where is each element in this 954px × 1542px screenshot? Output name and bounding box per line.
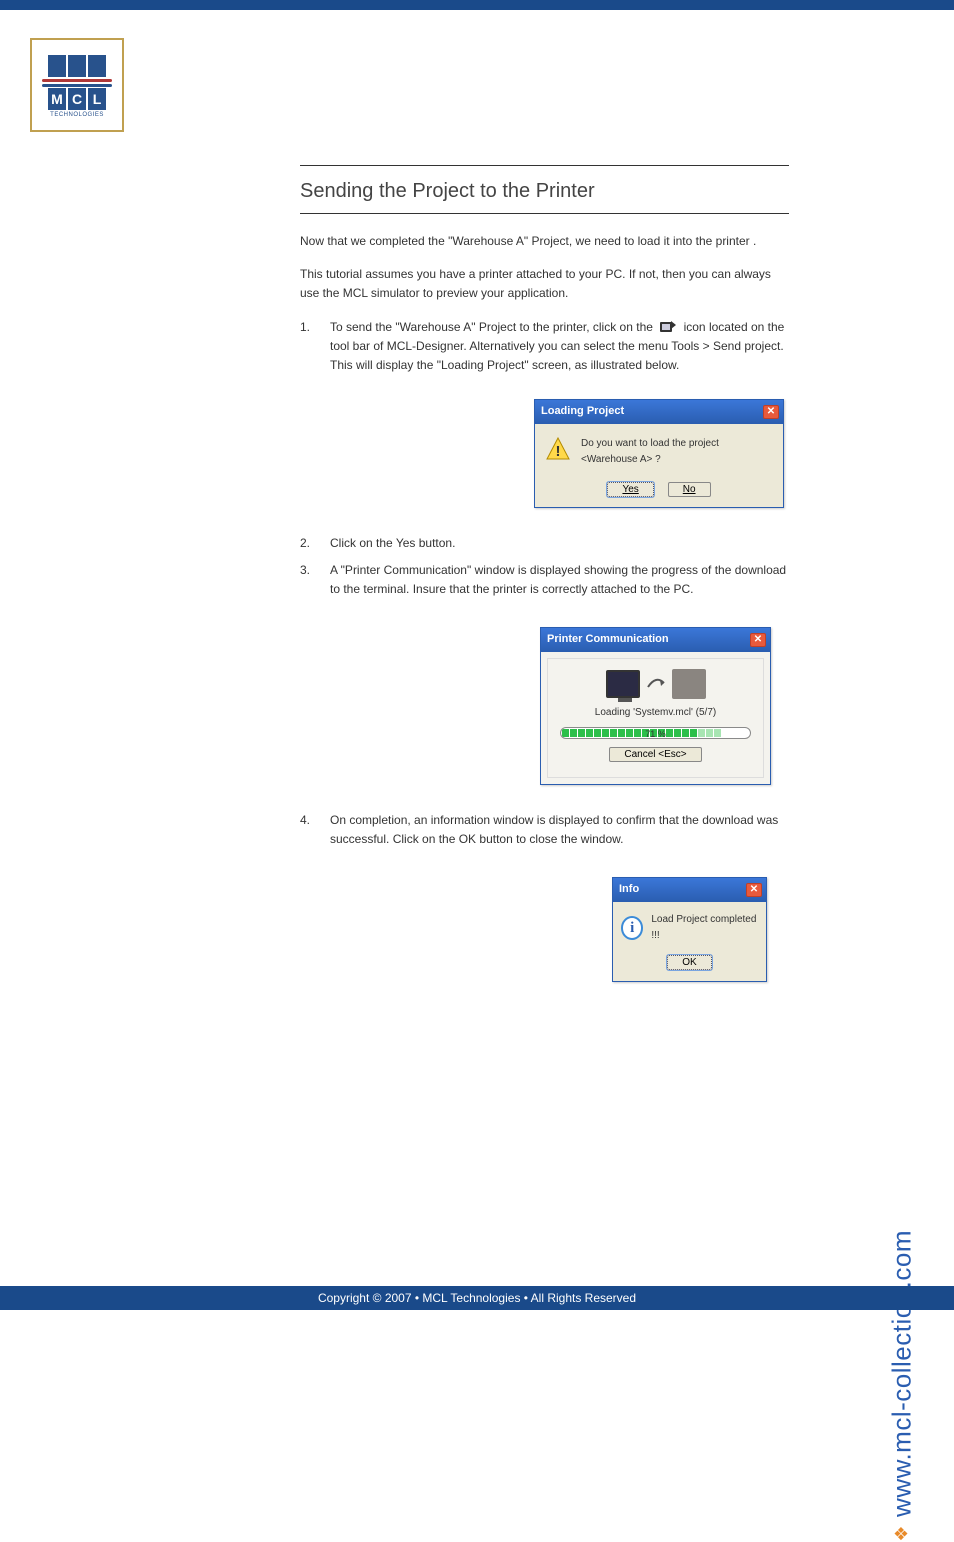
info-dialog-message: Load Project completed !!! <box>651 912 758 944</box>
step-3: 3. A "Printer Communication" window is d… <box>300 561 789 599</box>
intro-paragraph-2: This tutorial assumes you have a printer… <box>300 265 789 303</box>
step-1-text-a: To send the "Warehouse A" Project to the… <box>330 320 656 334</box>
step-number: 3. <box>300 561 318 580</box>
step-number: 4. <box>300 811 318 830</box>
send-project-icon <box>659 319 677 335</box>
logo-letter: L <box>88 88 106 110</box>
section-title: Sending the Project to the Printer <box>300 180 789 203</box>
no-button[interactable]: No <box>668 482 711 497</box>
step-2: 2. Click on the Yes button. <box>300 534 789 553</box>
warning-icon: ! <box>545 436 571 462</box>
dialog-titlebar: Loading Project ✕ <box>535 400 783 424</box>
ok-button[interactable]: OK <box>667 955 711 970</box>
printer-communication-dialog: Printer Communication ✕ Loading 'Systemv… <box>540 627 771 785</box>
step-number: 1. <box>300 318 318 337</box>
side-url-text: www.mcl-collection.com <box>887 1230 918 1517</box>
intro-paragraph-1: Now that we completed the "Warehouse A" … <box>300 232 789 251</box>
step-body: To send the "Warehouse A" Project to the… <box>330 318 789 376</box>
progress-bar: 71 % <box>560 727 751 739</box>
main-content: Sending the Project to the Printer Now t… <box>300 165 789 982</box>
step-body: Click on the Yes button. <box>330 534 789 553</box>
rule-bottom <box>300 213 789 214</box>
dialog-titlebar: Printer Communication ✕ <box>541 628 770 652</box>
footer: Copyright © 2007 • MCL Technologies • Al… <box>0 1286 954 1310</box>
mcl-logo: M C L TECHNOLOGIES <box>30 38 124 132</box>
svg-text:!: ! <box>556 443 561 460</box>
logo-subtext: TECHNOLOGIES <box>42 112 112 118</box>
close-icon[interactable]: ✕ <box>763 405 779 419</box>
dialog-title: Info <box>619 881 639 899</box>
dialog-titlebar: Info ✕ <box>613 878 766 902</box>
top-bar <box>0 0 954 10</box>
monitor-icon <box>606 670 640 698</box>
cancel-button[interactable]: Cancel <Esc> <box>609 747 701 762</box>
side-url[interactable]: ❖ www.mcl-collection.com <box>887 1230 918 1542</box>
loading-project-dialog: Loading Project ✕ ! Do you want to load … <box>534 399 784 508</box>
printer-comm-art <box>558 669 753 699</box>
logo-letter: M <box>48 88 66 110</box>
close-icon[interactable]: ✕ <box>750 633 766 647</box>
loading-file-label: Loading 'Systemv.mcl' (5/7) <box>558 705 753 721</box>
info-dialog: Info ✕ i Load Project completed !!! OK <box>612 877 767 982</box>
close-icon[interactable]: ✕ <box>746 883 762 897</box>
step-number: 2. <box>300 534 318 553</box>
no-button-label: No <box>683 484 696 495</box>
dialog-title: Printer Communication <box>547 631 669 649</box>
dialog-title: Loading Project <box>541 403 624 421</box>
yes-button[interactable]: Yes <box>607 482 653 497</box>
step-body: On completion, an information window is … <box>330 811 789 849</box>
yes-button-label: Yes <box>622 484 638 495</box>
rule-top <box>300 165 789 166</box>
step-body: A "Printer Communication" window is disp… <box>330 561 789 599</box>
info-icon: i <box>621 916 643 940</box>
chevron-icon: ❖ <box>892 1525 913 1542</box>
logo-letter: C <box>68 88 86 110</box>
transfer-icon <box>646 677 666 691</box>
step-1: 1. To send the "Warehouse A" Project to … <box>300 318 789 376</box>
step-4: 4. On completion, an information window … <box>300 811 789 849</box>
progress-percent: 71 % <box>561 727 750 739</box>
printer-icon <box>672 669 706 699</box>
loading-dialog-message: Do you want to load the project <Warehou… <box>581 436 773 468</box>
